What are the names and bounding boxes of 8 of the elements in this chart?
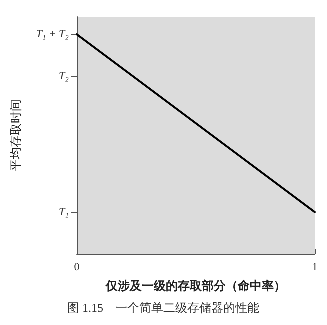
x-axis-title: 仅涉及一级的存取部分（命中率） — [105, 279, 286, 293]
text: T₁ + T₂ — [36, 28, 70, 41]
text: T₂ — [59, 70, 70, 82]
y-axis-title: 平均存取时间 — [9, 100, 23, 172]
text: T₁ — [59, 206, 70, 218]
caption: 图 1.15 一个简单二级存储器的性能 — [68, 301, 260, 315]
x-tick-label: 0 — [74, 262, 80, 274]
x-tick-label: 1 — [312, 262, 318, 274]
